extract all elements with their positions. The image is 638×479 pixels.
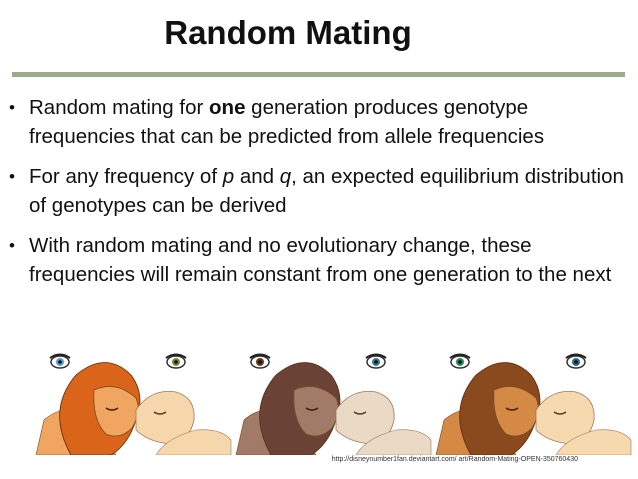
bullet-text: , an expected equilibrium distribution o… (29, 165, 624, 217)
eye-pupil (258, 360, 262, 364)
title-divider (12, 72, 625, 77)
bullet-item: • With random mating and no evolutionary … (8, 231, 628, 289)
female-body (355, 429, 432, 455)
male-closed-eye (305, 407, 319, 411)
female-body (555, 429, 632, 455)
slide-title: Random Mating (164, 14, 412, 51)
lion-pair-1 (36, 353, 232, 455)
female-body (155, 429, 232, 455)
bullet-text: and (234, 165, 280, 188)
bullet-marker: • (9, 98, 15, 117)
bullet-text: q (279, 165, 292, 188)
lion-pair-2 (235, 353, 432, 455)
male-face (93, 386, 139, 437)
bullet-item: • For any frequency of p and q, an expect… (8, 162, 628, 220)
eye-lid (49, 353, 71, 359)
bullet-text: For any frequency of (29, 165, 223, 188)
bullet-list: • Random mating for one generation produc… (8, 93, 628, 300)
female-closed-eye (353, 411, 367, 415)
male-face (493, 386, 539, 437)
female-closed-eye (553, 411, 567, 415)
bullet-item: • Random mating for one generation produc… (8, 93, 628, 151)
eye-lid (249, 353, 271, 359)
eye-pupil (458, 360, 462, 364)
bullet-text: p (222, 165, 235, 188)
female-head (135, 391, 195, 445)
bullet-marker: • (9, 167, 15, 186)
female-closed-eye (153, 411, 167, 415)
lion-illustration (36, 353, 632, 455)
image-credit: http://disneynumber1fan.deviantart.com/ … (331, 456, 578, 463)
male-closed-eye (105, 407, 119, 411)
eye-lid (165, 353, 187, 359)
eye-pupil (574, 360, 578, 364)
eye-lid (449, 353, 471, 359)
bullet-text: With random mating and no evolutionary c… (29, 234, 612, 286)
bullet-text: generation produces genotype frequencies… (29, 96, 545, 148)
female-head (535, 391, 595, 445)
eye-pupil (374, 360, 378, 364)
lion-pair-3 (435, 353, 632, 455)
male-closed-eye (505, 407, 519, 411)
female-head (335, 391, 395, 445)
eye-pupil (58, 360, 62, 364)
bullet-text: Random mating for (29, 96, 210, 119)
eye-lid (365, 353, 387, 359)
eye-lid (565, 353, 587, 359)
eye-pupil (174, 360, 178, 364)
bullet-text: one (209, 96, 246, 119)
male-face (293, 386, 339, 437)
bullet-marker: • (9, 236, 15, 255)
